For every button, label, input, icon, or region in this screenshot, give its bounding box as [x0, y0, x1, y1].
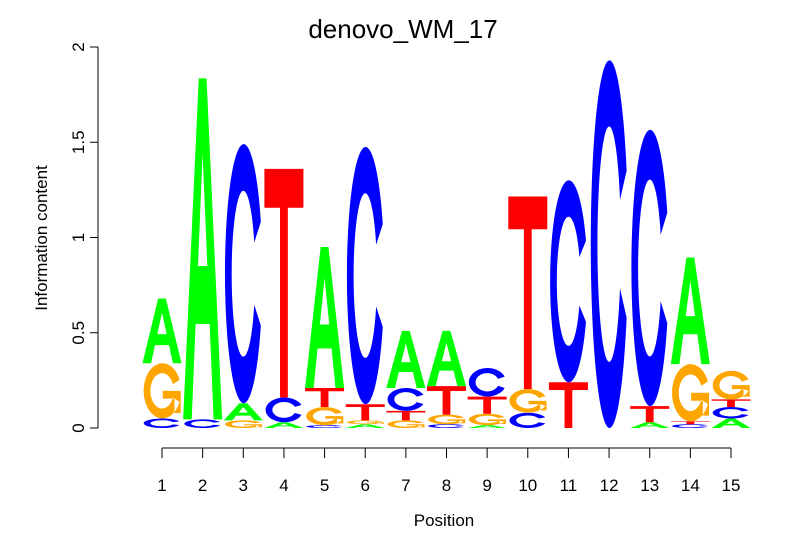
- logo-letters: [142, 60, 751, 428]
- logo-letter-G: [509, 388, 547, 413]
- x-tick-label: 10: [518, 476, 537, 495]
- logo-letter-C: [387, 387, 424, 411]
- logo-letter-T: [467, 396, 507, 414]
- logo-letter-A: [345, 424, 385, 428]
- x-tick-label: 6: [360, 476, 369, 495]
- logo-letter-C: [590, 60, 627, 428]
- logo-letter-A: [670, 257, 710, 365]
- logo-letter-T: [386, 410, 426, 421]
- logo-letter-C: [428, 424, 465, 428]
- logo-letter-A: [427, 330, 466, 387]
- logo-letter-C: [712, 407, 749, 419]
- chart-title: denovo_WM_17: [308, 14, 497, 44]
- x-tick-label: 11: [560, 476, 578, 495]
- x-tick-label: 15: [722, 476, 741, 495]
- logo-letter-C: [468, 367, 505, 397]
- x-tick-label: 14: [681, 476, 700, 495]
- logo-letter-A: [711, 418, 751, 428]
- logo-letter-C: [550, 180, 586, 383]
- logo-letter-G: [468, 413, 506, 426]
- logo-letter-A: [467, 425, 507, 428]
- x-tick-label: 9: [482, 476, 491, 495]
- y-tick-label: 1.5: [69, 130, 88, 154]
- logo-letter-T: [711, 399, 751, 408]
- logo-letter-T: [345, 404, 385, 421]
- logo-letter-A: [183, 78, 223, 420]
- logo-letter-A: [630, 422, 670, 428]
- logo-letter-G: [387, 420, 425, 428]
- logo-letter-A: [142, 298, 182, 364]
- y-tick-label: 1: [69, 233, 88, 242]
- x-tick-label: 2: [198, 476, 207, 495]
- logo-letter-T: [508, 196, 548, 389]
- logo-letter-T: [630, 406, 670, 423]
- x-tick-label: 13: [640, 476, 659, 495]
- logo-letter-G: [224, 420, 263, 428]
- logo-letter-T: [264, 168, 304, 398]
- x-tick-label: 12: [600, 476, 619, 495]
- x-tick-label: 5: [320, 476, 329, 495]
- logo-letter-T: [305, 387, 345, 408]
- logo-letter-C: [631, 129, 668, 407]
- logo-letter-G: [428, 414, 466, 425]
- logo-letter-C: [346, 147, 383, 405]
- logo-letter-C: [224, 144, 261, 404]
- logo-letter-T: [548, 382, 588, 428]
- logo-letter-G: [346, 420, 384, 425]
- logo-letter-C: [143, 418, 180, 428]
- y-tick-label: 0: [69, 423, 88, 432]
- logo-letter-T: [427, 386, 466, 415]
- logo-letter-T: [670, 421, 710, 425]
- logo-letter-C: [306, 425, 343, 428]
- logo-letter-G: [306, 407, 344, 426]
- y-axis-label: Information content: [32, 165, 51, 311]
- x-axis-label: Position: [414, 511, 474, 530]
- x-tick-label: 7: [401, 476, 410, 495]
- logo-letter-C: [184, 419, 221, 428]
- y-ticks: 0 0.5 1 1.5 2: [69, 42, 98, 433]
- logo-letter-C: [509, 412, 546, 428]
- x-tick-label: 3: [239, 476, 248, 495]
- x-tick-label: 1: [157, 476, 166, 495]
- x-ticks: 1 2 3 4 5 6 7 8 9 10 11 12 13 14 15: [157, 448, 740, 495]
- logo-letter-C: [265, 397, 302, 423]
- y-tick-label: 2: [69, 42, 88, 51]
- logo-letter-G: [672, 364, 710, 422]
- logo-letter-C: [672, 424, 708, 428]
- logo-letter-A: [264, 422, 304, 428]
- logo-letter-A: [223, 403, 263, 421]
- x-tick-label: 8: [442, 476, 451, 495]
- logo-letter-G: [712, 370, 750, 400]
- x-tick-label: 4: [279, 476, 288, 495]
- logo-letter-A: [305, 247, 345, 388]
- logo-letter-G: [143, 363, 181, 419]
- logo-letter-A: [386, 330, 426, 388]
- y-tick-label: 0.5: [69, 321, 88, 345]
